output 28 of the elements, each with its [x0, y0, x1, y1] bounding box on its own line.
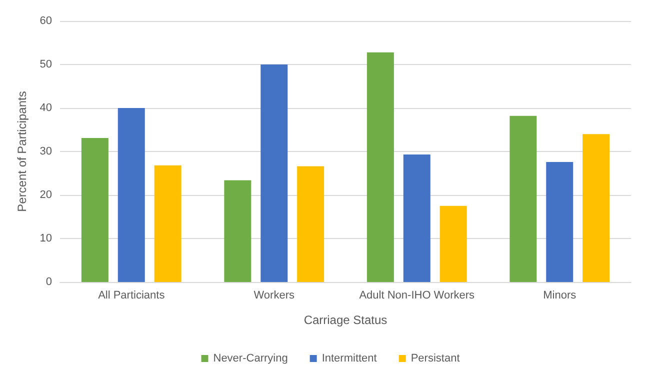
bar — [118, 108, 145, 282]
y-tick-label: 60 — [40, 15, 52, 27]
y-tick-label: 20 — [40, 189, 52, 201]
bar — [154, 165, 182, 282]
legend-label: Persistant — [410, 352, 460, 364]
x-tick-label: Minors — [543, 290, 577, 302]
y-tick-label: 10 — [40, 232, 52, 244]
bar — [366, 52, 394, 282]
bar — [81, 138, 108, 282]
x-tick-label: All Particiants — [98, 290, 166, 302]
y-tick-label: 50 — [40, 58, 52, 70]
bar — [440, 206, 467, 282]
bar — [582, 134, 610, 282]
x-tick-label: Workers — [254, 290, 295, 302]
x-axis-title: Carriage Status — [304, 313, 388, 327]
legend-label: Intermittent — [322, 352, 377, 364]
bar — [224, 180, 252, 282]
x-tick-label: Adult Non-IHO Workers — [359, 290, 476, 302]
bar — [403, 154, 430, 282]
bar — [297, 166, 324, 282]
y-tick-label: 40 — [40, 102, 52, 114]
bar — [260, 64, 288, 282]
bar — [546, 162, 574, 282]
y-axis-title: Percent of Participants — [15, 91, 29, 212]
legend-label: Never-Carrying — [213, 352, 288, 364]
y-tick-label: 0 — [46, 276, 52, 288]
bar — [510, 116, 537, 282]
y-tick-label: 30 — [40, 146, 52, 158]
